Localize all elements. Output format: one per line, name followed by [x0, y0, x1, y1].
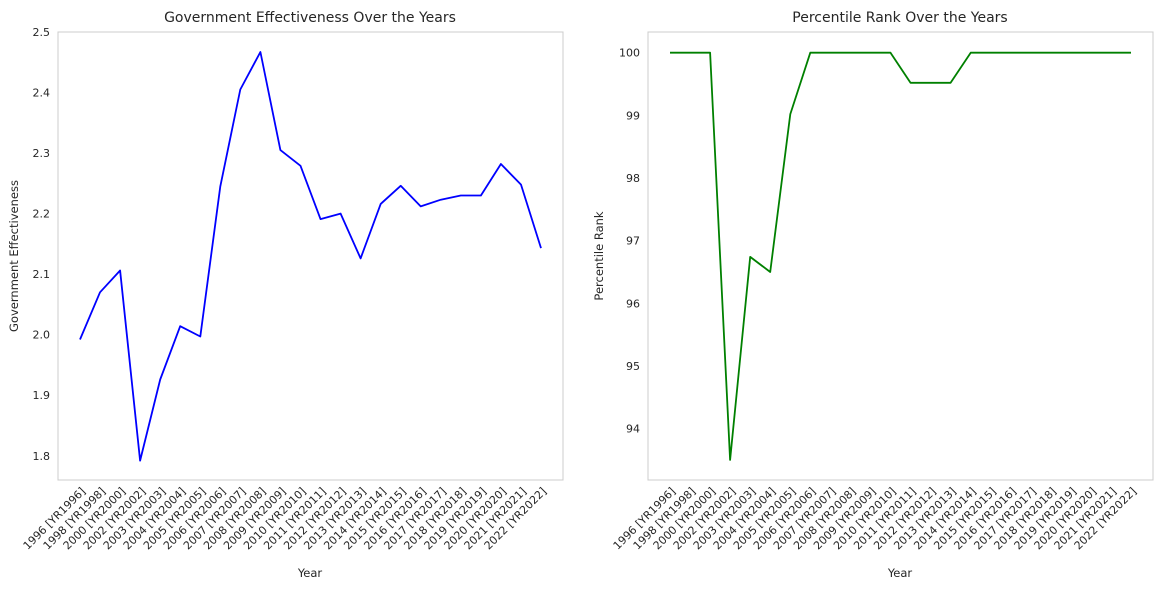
data-point — [909, 81, 913, 85]
data-point — [158, 378, 162, 382]
data-point — [1129, 51, 1133, 55]
y-tick-label: 2.2 — [33, 208, 51, 221]
data-point — [688, 51, 692, 55]
data-point — [399, 184, 403, 188]
chart-panel-government-effectiveness: Government Effectiveness Over the Years … — [7, 10, 564, 580]
y-tick-label: 94 — [626, 423, 640, 436]
data-point — [768, 270, 772, 274]
data-point — [1069, 51, 1073, 55]
y-tick-label: 1.8 — [33, 450, 51, 463]
data-point — [668, 51, 672, 55]
data-point — [539, 246, 543, 250]
chart-title: Percentile Rank Over the Years — [792, 10, 1007, 26]
data-point — [278, 148, 282, 152]
data-point — [1049, 51, 1053, 55]
data-point — [138, 459, 142, 463]
data-point — [238, 88, 242, 92]
data-point — [319, 217, 323, 221]
data-point — [949, 81, 953, 85]
y-tick-label: 99 — [626, 109, 640, 122]
y-tick-label: 2.0 — [33, 329, 51, 342]
data-point — [479, 194, 483, 198]
series-line — [79, 51, 542, 462]
data-point — [889, 51, 893, 55]
data-point — [258, 50, 262, 54]
data-point — [748, 255, 752, 259]
data-point — [1089, 51, 1093, 55]
data-point — [359, 256, 363, 260]
data-point — [439, 198, 443, 202]
data-point — [989, 51, 993, 55]
y-tick-label: 97 — [626, 235, 640, 248]
y-tick-label: 96 — [626, 297, 640, 310]
data-point — [218, 184, 222, 188]
data-point — [929, 81, 933, 85]
data-point — [118, 269, 122, 273]
data-point — [808, 51, 812, 55]
data-point — [379, 202, 383, 206]
series-line — [670, 51, 1131, 461]
plot-area-frame — [647, 31, 1154, 481]
data-point — [78, 338, 82, 342]
plot-area-frame — [57, 31, 564, 481]
data-point — [459, 194, 463, 198]
x-axis-label: Year — [297, 566, 323, 580]
y-axis-label: Percentile Rank — [592, 211, 606, 300]
data-point — [299, 164, 303, 168]
data-point — [868, 51, 872, 55]
x-axis-label: Year — [887, 566, 913, 580]
data-point — [339, 212, 343, 216]
y-axis-label: Government Effectiveness — [7, 180, 21, 332]
data-point — [98, 290, 102, 294]
y-tick-label: 1.9 — [33, 389, 51, 402]
data-point — [828, 51, 832, 55]
y-tick-label: 2.1 — [33, 268, 51, 281]
y-tick-label: 98 — [626, 172, 640, 185]
data-point — [519, 183, 523, 187]
data-point — [788, 112, 792, 116]
y-tick-label: 2.3 — [33, 147, 51, 160]
data-point — [1109, 51, 1113, 55]
y-tick-label: 100 — [619, 47, 640, 60]
data-point — [708, 51, 712, 55]
data-point — [499, 162, 503, 166]
y-tick-label: 2.4 — [33, 87, 51, 100]
data-point — [178, 324, 182, 328]
chart-panel-percentile-rank: Percentile Rank Over the Years Year Perc… — [592, 10, 1154, 580]
data-point — [1029, 51, 1033, 55]
y-tick-label: 2.5 — [33, 26, 51, 39]
chart-title: Government Effectiveness Over the Years — [164, 10, 456, 26]
y-tick-label: 95 — [626, 360, 640, 373]
data-point — [969, 51, 973, 55]
data-point — [419, 204, 423, 208]
data-point — [198, 335, 202, 339]
data-point — [728, 458, 732, 462]
data-point — [848, 51, 852, 55]
data-point — [1009, 51, 1013, 55]
